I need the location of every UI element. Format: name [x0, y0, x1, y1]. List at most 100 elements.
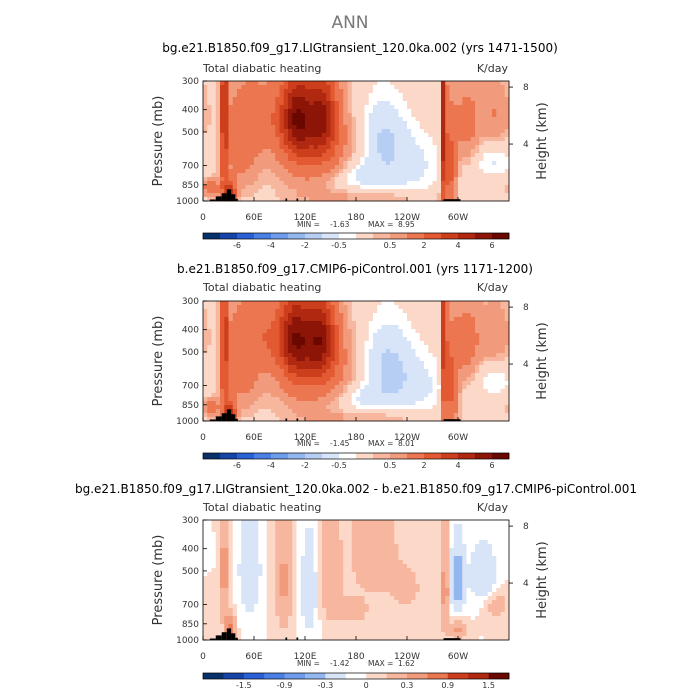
heatmap-cell	[339, 113, 344, 118]
heatmap-cell	[237, 181, 242, 186]
heatmap-cell	[377, 189, 382, 194]
heatmap-cell	[419, 109, 425, 114]
heatmap-cell	[262, 389, 268, 394]
heatmap-cell	[207, 153, 212, 158]
heatmap-cell	[428, 317, 433, 322]
heatmap-cell	[364, 365, 370, 370]
heatmap-cell	[398, 305, 404, 310]
heatmap-cell	[407, 125, 412, 130]
heatmap-cell	[496, 365, 501, 370]
heatmap-cell	[411, 325, 416, 330]
heatmap-cell	[402, 357, 408, 362]
heatmap-cell	[343, 321, 348, 326]
heatmap-cell	[398, 317, 404, 322]
heatmap-cell	[313, 524, 319, 529]
heatmap-cell	[390, 153, 395, 158]
heatmap-cell	[428, 337, 433, 342]
heatmap-cell	[313, 532, 319, 537]
heatmap-cell	[241, 185, 246, 190]
heatmap-cell	[305, 145, 310, 150]
heatmap-cell	[309, 369, 314, 374]
heatmap-cell	[237, 133, 242, 138]
heatmap-cell	[500, 528, 506, 533]
heatmap-cell	[343, 369, 348, 374]
heatmap-cell	[249, 532, 255, 537]
heatmap-cell	[334, 349, 340, 354]
heatmap-cell	[279, 309, 285, 314]
heatmap-cell	[296, 377, 302, 382]
heatmap-cell	[458, 185, 463, 190]
heatmap-cell	[360, 141, 365, 146]
heatmap-cell	[492, 329, 497, 334]
heatmap-cell	[322, 333, 327, 338]
heatmap-cell	[487, 81, 493, 86]
heatmap-cell	[232, 393, 238, 398]
heatmap-cell	[300, 321, 306, 326]
heatmap-cell	[415, 393, 421, 398]
heatmap-cell	[479, 141, 484, 146]
heatmap-cell	[407, 345, 412, 350]
heatmap-cell	[458, 85, 463, 90]
heatmap-cell	[322, 341, 327, 346]
heatmap-cell	[262, 141, 268, 146]
heatmap-cell	[432, 109, 438, 114]
heatmap-cell	[364, 165, 370, 170]
heatmap-cell	[313, 81, 319, 86]
right-tick-label: 8	[523, 303, 529, 313]
heatmap-cell	[466, 385, 472, 390]
heatmap-cell	[360, 377, 365, 382]
colorbar-swatch	[237, 233, 255, 239]
heatmap-cell	[296, 532, 302, 537]
heatmap-cell	[271, 377, 276, 382]
heatmap-cell	[470, 121, 476, 126]
heatmap-cell	[249, 305, 255, 310]
heatmap-cell	[224, 333, 229, 338]
heatmap-cell	[385, 117, 391, 122]
heatmap-cell	[339, 305, 344, 310]
heatmap-cell	[283, 373, 289, 378]
heatmap-cell	[360, 117, 365, 122]
heatmap-cell	[351, 185, 357, 190]
heatmap-cell	[271, 141, 276, 146]
heatmap-cell	[326, 329, 331, 334]
heatmap-cell	[424, 121, 429, 126]
heatmap-cell	[351, 161, 357, 166]
heatmap-cell	[415, 125, 421, 130]
heatmap-cell	[309, 329, 314, 334]
heatmap-cell	[339, 89, 344, 94]
heatmap-cell	[479, 401, 484, 406]
heatmap-cell	[237, 321, 242, 326]
heatmap-cell	[462, 97, 467, 102]
y-tick-label: 500	[182, 128, 199, 138]
heatmap-cell	[428, 377, 433, 382]
heatmap-cell	[254, 345, 259, 350]
heatmap-cell	[203, 333, 208, 338]
heatmap-cell	[275, 125, 280, 130]
heatmap-cell	[436, 105, 442, 110]
heatmap-cell	[360, 413, 365, 418]
heatmap-cell	[394, 357, 399, 362]
heatmap-cell	[377, 532, 382, 537]
heatmap-cell	[483, 361, 489, 366]
heatmap-cell	[322, 532, 327, 537]
heatmap-cell	[309, 365, 314, 370]
heatmap-cell	[449, 353, 455, 358]
heatmap-cell	[224, 341, 229, 346]
heatmap-cell	[470, 321, 476, 326]
heatmap-cell	[394, 317, 399, 322]
heatmap-cell	[292, 361, 297, 366]
heatmap-cell	[492, 337, 497, 342]
heatmap-cell	[262, 385, 268, 390]
heatmap-cell	[215, 333, 221, 338]
heatmap-cell	[483, 413, 489, 418]
heatmap-cell	[211, 349, 217, 354]
heatmap-cell	[309, 536, 314, 541]
colorbar-swatch	[492, 453, 510, 459]
heatmap-cell	[292, 397, 297, 402]
heatmap-cell	[351, 329, 357, 334]
heatmap-cell	[300, 353, 306, 358]
heatmap-cell	[245, 165, 251, 170]
heatmap-cell	[232, 317, 238, 322]
heatmap-cell	[309, 173, 314, 178]
heatmap-cell	[504, 528, 510, 533]
